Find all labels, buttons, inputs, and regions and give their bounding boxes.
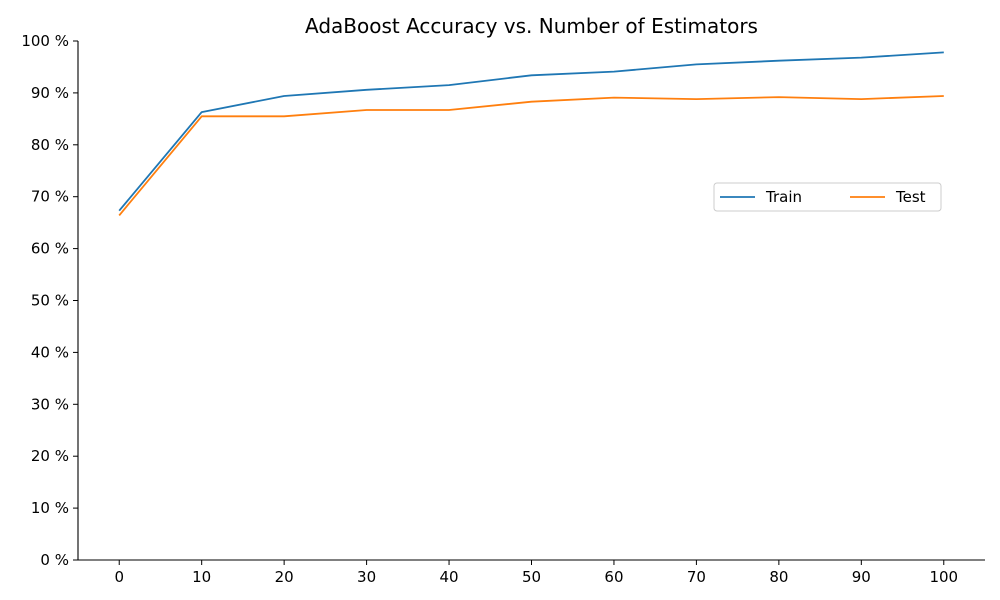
- y-tick-label: 20 %: [31, 447, 69, 465]
- y-tick-label: 0 %: [40, 551, 69, 569]
- y-tick-label: 90 %: [31, 84, 69, 102]
- x-tick-label: 80: [769, 568, 788, 586]
- y-tick-label: 100 %: [21, 32, 69, 50]
- x-tick-label: 100: [929, 568, 958, 586]
- series-layer: [118, 51, 944, 216]
- legend-box: [713, 182, 942, 212]
- y-tick-label: 40 %: [31, 343, 69, 361]
- legend-label-train: Train: [765, 188, 802, 206]
- series-line-test: [118, 95, 944, 216]
- y-tick-label: 80 %: [31, 136, 69, 154]
- x-tick-label: 50: [522, 568, 541, 586]
- x-tick-label: 10: [192, 568, 211, 586]
- x-tick-label: 70: [687, 568, 706, 586]
- legend: Train Test: [713, 182, 942, 212]
- x-tick-label: 30: [357, 568, 376, 586]
- x-tick-label: 60: [604, 568, 623, 586]
- x-tick-label: 40: [439, 568, 458, 586]
- axes: 0 % 10 % 20 % 30 % 40 % 50 % 60 % 70 % 80 % 90 % 1…: [21, 32, 985, 586]
- legend-label-test: Test: [895, 188, 926, 206]
- y-tick-label: 10 %: [31, 499, 69, 517]
- x-tick-label: 20: [275, 568, 294, 586]
- y-tick-label: 50 %: [31, 292, 69, 310]
- y-tick-label: 60 %: [31, 240, 69, 258]
- y-tick-label: 70 %: [31, 188, 69, 206]
- y-tick-label: 30 %: [31, 395, 69, 413]
- x-tick-label: 90: [852, 568, 871, 586]
- chart-title: AdaBoost Accuracy vs. Number of Estimato…: [305, 14, 758, 38]
- series-line-train: [118, 51, 944, 212]
- x-tick-label: 0: [114, 568, 124, 586]
